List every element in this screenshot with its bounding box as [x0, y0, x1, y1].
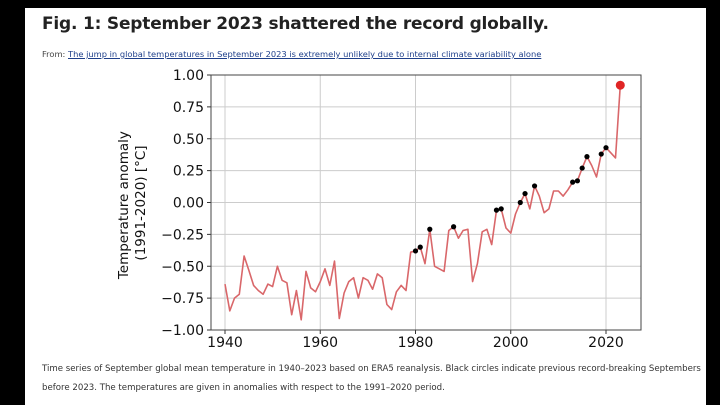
record-marker: [417, 244, 423, 250]
x-tick-label: 2000: [493, 335, 529, 351]
y-tick-label: 0.50: [173, 132, 204, 148]
record-marker: [427, 226, 433, 232]
record-marker: [517, 199, 523, 206]
figure-caption: Time series of September global mean tem…: [42, 364, 701, 393]
record-marker: [531, 183, 538, 189]
record-marker: [603, 145, 609, 151]
figure-panel: Fig. 1: September 2023 shattered the rec…: [25, 8, 706, 405]
record-marker: [493, 207, 500, 213]
y-axis-label-line2: (1991-2020) [°C]: [133, 145, 149, 260]
record-marker: [574, 178, 581, 184]
y-tick-label: −0.75: [161, 291, 204, 307]
tick-labels: 1940 1960 1980 2000 2020 −1.00 −0.75 −0.50 −0.25…: [161, 68, 624, 351]
figure-title: Fig. 1: September 2023 shattered the rec…: [42, 14, 549, 34]
y-axis-label: Temperature anomaly (1991-2020) [°C]: [116, 127, 149, 280]
x-tick-label: 1940: [207, 335, 243, 351]
figure-source: From: The jump in global temperatures in…: [42, 49, 541, 59]
series-layer: [224, 85, 622, 321]
markers-layer: [412, 80, 625, 254]
x-tick-label: 1960: [302, 335, 338, 351]
from-label: From:: [42, 49, 66, 59]
record-marker: [579, 165, 585, 171]
record-marker: [570, 179, 576, 185]
y-tick-label: 0.00: [173, 196, 204, 212]
source-article-link[interactable]: The jump in global temperatures in Septe…: [68, 49, 542, 59]
y-axis-label-line1: Temperature anomaly: [116, 131, 132, 280]
y-tick-label: 0.75: [173, 100, 204, 116]
plot-frame: [210, 74, 642, 331]
y-tick-label: 0.25: [173, 164, 204, 180]
y-tick-label: −1.00: [161, 323, 204, 339]
temperature-series-line: [224, 85, 622, 321]
record-marker: [584, 154, 590, 160]
x-tick-label: 1980: [398, 335, 434, 351]
x-tick-label: 2020: [588, 335, 624, 351]
record-marker: [522, 190, 528, 197]
record-marker: [451, 224, 457, 230]
y-tick-label: 1.00: [173, 68, 204, 84]
record-marker: [412, 248, 419, 254]
y-tick-label: −0.25: [161, 227, 204, 243]
record-marker: [598, 151, 604, 157]
grid-lines: [211, 74, 641, 331]
record-marker: [498, 206, 504, 212]
axes: [207, 74, 642, 334]
record-2023-marker: [615, 80, 625, 90]
y-tick-label: −0.50: [161, 259, 204, 275]
